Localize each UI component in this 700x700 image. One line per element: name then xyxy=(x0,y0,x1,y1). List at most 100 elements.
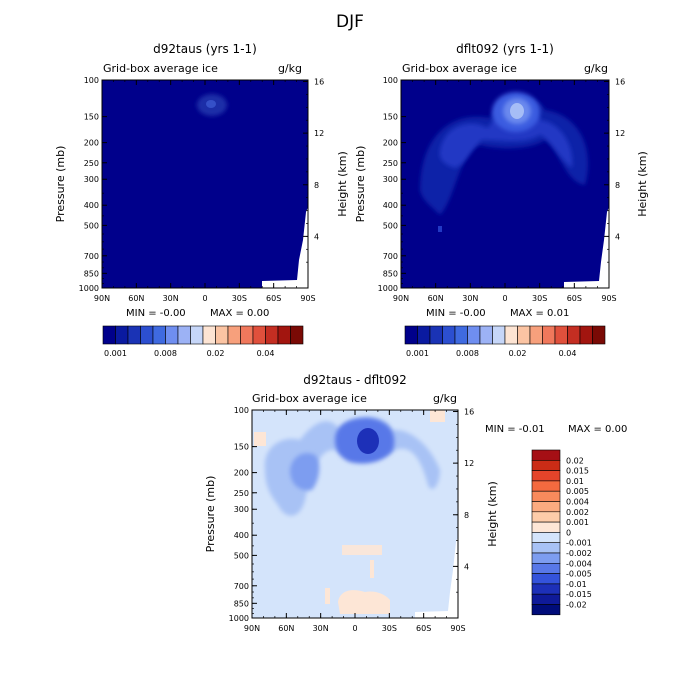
xtick-label: 30S xyxy=(382,624,397,633)
panel2-axes: 100 150 200 250 300 400 500 700 850 1000 16 12 8 4 90N… xyxy=(378,76,626,303)
y2tick-label: 4 xyxy=(615,232,620,241)
colorbar-swatch xyxy=(567,325,581,345)
panel1-title: d92taus (yrs 1-1) xyxy=(153,42,257,56)
xtick-label: 90S xyxy=(601,294,616,303)
panel1-max: MAX = 0.00 xyxy=(210,308,269,319)
colorbar-swatch xyxy=(529,325,543,345)
y2tick-label: 16 xyxy=(615,78,625,87)
colorbar-swatch xyxy=(454,325,468,345)
legend-swatch xyxy=(531,470,561,482)
legend-swatch xyxy=(531,511,561,523)
xtick-label: 30N xyxy=(462,294,478,303)
y2tick-label: 8 xyxy=(314,181,319,190)
panel-dflt092: dflt092 (yrs 1-1) Grid-box average ice g… xyxy=(354,42,649,358)
colorbar-swatch xyxy=(442,325,456,345)
legend-label: 0.002 xyxy=(566,508,589,517)
y2tick-label: 16 xyxy=(314,78,324,87)
colorbar-swatch xyxy=(592,325,606,345)
legend-label: -0.004 xyxy=(566,559,592,568)
panel2-heatmap xyxy=(401,80,609,288)
colorbar-swatch xyxy=(177,325,191,345)
xtick-label: 0 xyxy=(502,294,507,303)
legend-label: -0.001 xyxy=(566,539,592,548)
ytick-label: 200 xyxy=(383,139,398,148)
panel1-units: g/kg xyxy=(278,62,302,75)
legend-swatch xyxy=(531,542,561,554)
ytick-label: 850 xyxy=(383,269,398,278)
ytick-label: 1000 xyxy=(378,284,398,293)
colorbar-swatch xyxy=(202,325,216,345)
y2tick-label: 4 xyxy=(464,562,469,571)
colorbar-swatch xyxy=(290,325,304,345)
colorbar-swatch xyxy=(504,325,518,345)
panel2-speck xyxy=(438,226,442,232)
panel3-axes: 100 150 200 250 300 400 500 700 850 1000 16 12 8 4 90N… xyxy=(229,406,475,633)
xtick-label: 60N xyxy=(428,294,444,303)
figure-title: DJF xyxy=(336,12,364,32)
legend-label: 0.015 xyxy=(566,467,589,476)
xtick-label: 30S xyxy=(532,294,547,303)
colorbar-swatch xyxy=(115,325,129,345)
legend-swatch xyxy=(531,480,561,492)
ytick-label: 250 xyxy=(84,159,99,168)
colorbar-swatch xyxy=(190,325,204,345)
colorbar-swatch xyxy=(517,325,531,345)
colorbar-swatch xyxy=(417,325,431,345)
panel3-units: g/kg xyxy=(433,392,457,405)
legend-label: 0 xyxy=(566,528,571,537)
xtick-label: 0 xyxy=(202,294,207,303)
xtick-label: 90N xyxy=(393,294,409,303)
panel2-colorbar: 0.001 0.008 0.02 0.04 xyxy=(404,325,606,358)
colorbar-swatch xyxy=(429,325,443,345)
ytick-label: 400 xyxy=(383,201,398,210)
panel2-max: MAX = 0.01 xyxy=(510,308,569,319)
colorbar-swatch xyxy=(240,325,254,345)
panel3-y2label: Height (km) xyxy=(486,481,499,547)
ytick-label: 850 xyxy=(84,269,99,278)
colorbar-swatch xyxy=(227,325,241,345)
ytick-label: 400 xyxy=(84,201,99,210)
legend-swatch xyxy=(531,593,561,605)
xtick-label: 60N xyxy=(128,294,144,303)
panel3-min: MIN = -0.01 xyxy=(485,424,545,435)
panel3-contour-1 xyxy=(264,416,440,516)
panel1-colorbar: 0.001 0.008 0.02 0.04 xyxy=(102,325,304,358)
panel2-ylabel: Pressure (mb) xyxy=(354,146,367,223)
colorbar-label: 0.008 xyxy=(456,349,479,358)
colorbar-swatch xyxy=(102,325,116,345)
legend-label: 0.004 xyxy=(566,498,589,507)
ytick-label: 500 xyxy=(383,221,398,230)
ytick-label: 1000 xyxy=(229,614,249,623)
colorbar-swatch xyxy=(554,325,568,345)
legend-swatch xyxy=(531,604,561,616)
legend-label: 0.01 xyxy=(566,477,584,486)
xtick-label: 30N xyxy=(163,294,179,303)
panel2-y2label: Height (km) xyxy=(636,151,649,217)
panel3-pos-left xyxy=(254,432,266,446)
xtick-label: 0 xyxy=(352,624,357,633)
colorbar-label: 0.001 xyxy=(406,349,429,358)
colorbar-swatch xyxy=(579,325,593,345)
ytick-label: 200 xyxy=(84,139,99,148)
ytick-label: 150 xyxy=(383,113,398,122)
colorbar-swatch xyxy=(127,325,141,345)
colorbar-swatch xyxy=(404,325,418,345)
ytick-label: 500 xyxy=(84,221,99,230)
colorbar-swatch xyxy=(215,325,229,345)
legend-swatch xyxy=(531,583,561,595)
xtick-label: 30S xyxy=(232,294,247,303)
colorbar-label: 0.02 xyxy=(207,349,225,358)
colorbar-label: 0.04 xyxy=(257,349,275,358)
panel3-pos-bottom xyxy=(338,590,390,614)
xtick-label: 90S xyxy=(300,294,315,303)
panel1-min: MIN = -0.00 xyxy=(126,308,186,319)
xtick-label: 60S xyxy=(416,624,431,633)
legend-swatch xyxy=(531,459,561,471)
panel1-y2label: Height (km) xyxy=(336,151,349,217)
panel1-ylabel: Pressure (mb) xyxy=(54,146,67,223)
panel1-axes: 100 150 200 250 300 400 500 700 850 1000 16 12 8 4 90N… xyxy=(79,76,325,303)
legend-swatch xyxy=(531,449,561,461)
ytick-label: 850 xyxy=(234,599,249,608)
